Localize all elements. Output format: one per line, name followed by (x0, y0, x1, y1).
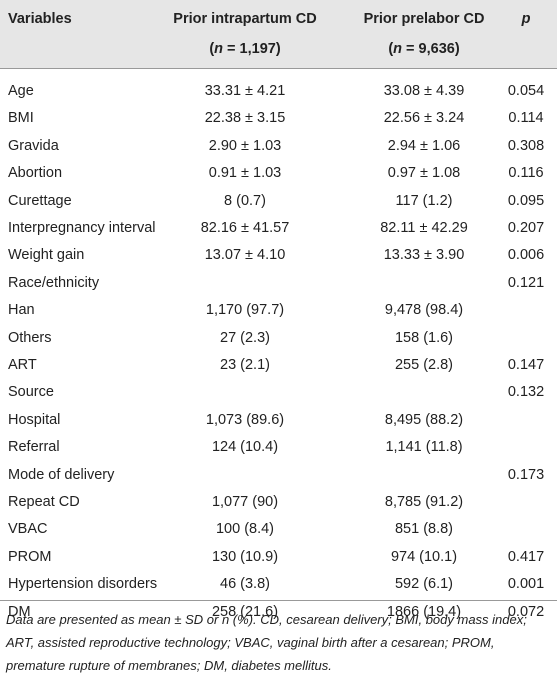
header-label: Prior prelabor CD (363, 11, 485, 27)
cell: 0.91 ± 1.03 (208, 165, 282, 182)
row-label: Interpregnancy interval (8, 220, 156, 236)
row-label: Mode of delivery (8, 466, 115, 483)
cell: 0.001 (507, 576, 545, 593)
cell: 0.308 (507, 137, 545, 154)
row-label: Hospital (8, 411, 61, 428)
cell: 158 (1.6) (394, 329, 454, 346)
row-label: Source (8, 384, 54, 401)
cell: 1,073 (89.6) (205, 411, 285, 428)
cell: 1,077 (90) (211, 494, 279, 510)
n-value: = 9,636) (402, 41, 460, 57)
footnote: premature rupture of membranes; DM, diab… (6, 658, 332, 673)
cell: 974 (10.1) (390, 548, 458, 565)
cell: 8 (0.7) (224, 192, 266, 209)
cell: 0.207 (507, 220, 545, 236)
cell: 0.173 (507, 466, 545, 483)
cell: 1,141 (11.8) (385, 439, 463, 456)
header-label: p (521, 11, 531, 27)
row-label: Abortion (8, 165, 63, 182)
row-label: Hypertension disorders (8, 576, 158, 593)
row-label: Race/ethnicity (8, 274, 100, 291)
header-label: Variables (8, 11, 72, 27)
cell: 1,170 (97.7) (205, 302, 285, 319)
cell: 255 (2.8) (394, 357, 454, 373)
cell: 124 (10.4) (211, 439, 279, 456)
header-background (0, 0, 557, 68)
cell: 0.97 ± 1.08 (387, 165, 461, 182)
cell: 2.94 ± 1.06 (387, 137, 461, 154)
cell: 0.095 (507, 192, 545, 209)
footnote: Data are presented as mean ± SD or n (%)… (6, 612, 527, 627)
cell: 82.11 ± 42.29 (380, 220, 468, 236)
cell: 100 (8.4) (215, 521, 275, 538)
row-label: Curettage (8, 192, 72, 209)
bottom-rule (0, 600, 557, 601)
cell: 258 (21.6) (211, 603, 279, 620)
cell: 0.132 (507, 384, 545, 401)
paren: ( (209, 41, 215, 57)
n-value: = 1,197) (223, 41, 281, 57)
paren: ( (388, 41, 394, 57)
row-label: Others (8, 329, 52, 346)
cell: 46 (3.8) (220, 576, 270, 593)
cell: 13.07 ± 4.10 (204, 247, 286, 264)
cell: 22.56 ± 3.24 (383, 110, 465, 127)
row-label: Referral (8, 439, 60, 456)
cell: 22.38 ± 3.15 (204, 110, 286, 127)
header-rule (0, 68, 557, 69)
cell: 0.114 (508, 110, 544, 127)
row-label: PROM (8, 548, 52, 565)
row-label: Gravida (8, 137, 59, 154)
cell: 1866 (19.4) (386, 603, 462, 620)
row-label: Age (8, 83, 34, 99)
cell: 27 (2.3) (220, 329, 270, 346)
cell: 0.116 (508, 165, 544, 182)
header-n: (n = 1,197) (209, 40, 280, 58)
n-symbol: n (393, 41, 403, 57)
cell: 33.08 ± 4.39 (383, 83, 465, 99)
cell: 592 (6.1) (394, 576, 454, 593)
cell: 0.417 (507, 548, 545, 565)
header-n: (n = 9,636) (388, 40, 459, 58)
row-label: Weight gain (8, 247, 85, 264)
cell: 0.121 (507, 274, 545, 291)
cell: 33.31 ± 4.21 (204, 83, 286, 99)
cell: 8,785 (91.2) (384, 494, 464, 510)
cell: 8,495 (88.2) (384, 411, 464, 428)
cell: 9,478 (98.4) (384, 302, 464, 319)
cell: 13.33 ± 3.90 (383, 247, 465, 264)
cell: 0.006 (507, 247, 545, 264)
cell: 0.054 (507, 83, 545, 99)
n-symbol: n (214, 41, 224, 57)
header-label: Prior intrapartum CD (173, 11, 317, 27)
cell: 851 (8.8) (394, 521, 454, 538)
cell: 82.16 ± 41.57 (200, 220, 290, 236)
cell: 130 (10.9) (211, 548, 279, 565)
cell: 0.147 (507, 357, 545, 373)
row-label: BMI (8, 110, 34, 127)
cell: 0.072 (507, 603, 545, 620)
cell: 23 (2.1) (220, 357, 270, 373)
footnote: ART, assisted reproductive technology; V… (6, 635, 495, 650)
row-label: VBAC (8, 521, 48, 538)
cell: 117 (1.2) (395, 192, 453, 209)
row-label: Han (8, 302, 35, 319)
cell: 2.90 ± 1.03 (208, 137, 282, 154)
row-label: DM (8, 603, 31, 620)
row-label: Repeat CD (8, 494, 80, 510)
row-label: ART (8, 357, 37, 373)
